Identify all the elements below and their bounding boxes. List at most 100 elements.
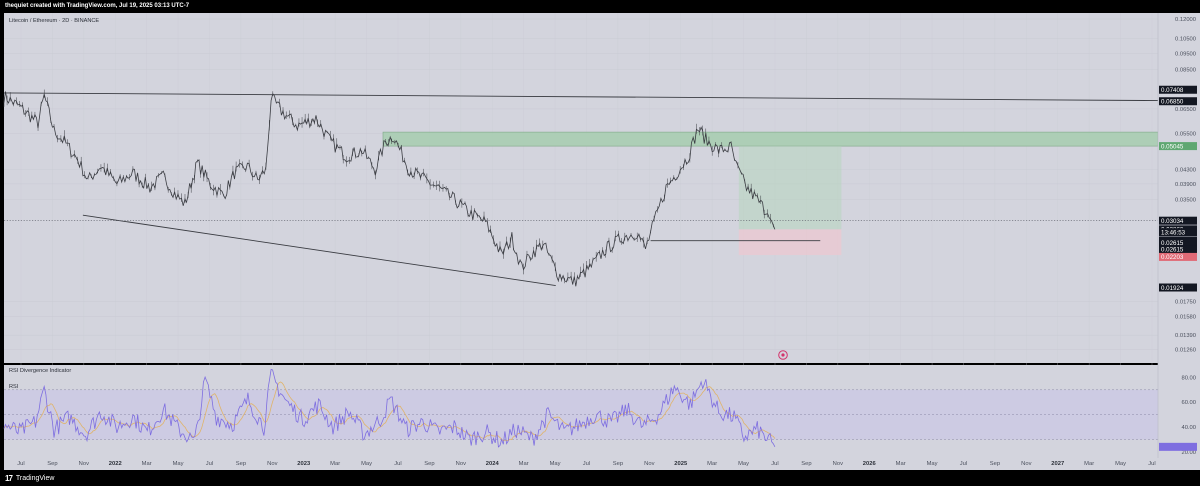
footer-brand: 17 TradingView [5, 474, 54, 483]
price-tick-label: 0.01750 [1175, 299, 1196, 305]
rsi-label: RSI [9, 384, 19, 390]
price-tag [1159, 216, 1197, 225]
long-target-zone[interactable] [738, 146, 842, 230]
price-tag [1159, 85, 1197, 94]
footer-brand-name: TradingView [15, 475, 55, 482]
time-tick-label: Jul [1148, 461, 1155, 467]
price-tick-label: 0.10500 [1175, 37, 1196, 43]
price-tag-label: 0.02203 [1161, 254, 1184, 261]
rsi-tick-label: 60.00 [1181, 400, 1196, 406]
price-tick-label: 0.12000 [1175, 17, 1196, 23]
time-tick-label: Jul [583, 461, 590, 467]
trendlines-layer [3, 92, 1159, 286]
chart-title: Litecoin / Ethereum · 2D · BINANCE [9, 18, 99, 24]
price-tags-layer: 0.074080.068500.050450.030340.0286013:46… [1159, 85, 1197, 292]
price-tick-label: 0.01390 [1175, 333, 1196, 339]
time-tick-label: Mar [896, 461, 906, 467]
time-tick-label: 2026 [863, 461, 877, 467]
price-axis-labels: 0.12000 0.10500 0.09500 0.08500 0.06500 0.055… [1175, 17, 1196, 354]
time-tick-label: Nov [456, 461, 466, 467]
price-tick-label: 0.01260 [1175, 348, 1196, 354]
zones-layer [382, 131, 1159, 256]
price-tick-label: 0.03900 [1175, 182, 1196, 188]
time-tick-label: 2024 [486, 461, 500, 467]
time-tick-label: Sep [801, 461, 811, 467]
time-tick-label: Nov [1021, 461, 1031, 467]
price-tick-label: 0.06500 [1175, 107, 1196, 113]
upper-resistance[interactable] [3, 92, 1159, 102]
time-tick-label: May [927, 461, 938, 467]
long-stop-zone[interactable] [738, 229, 842, 256]
chart-attribution: thequiet created with TradingView.com, J… [5, 3, 190, 9]
rsi-tick-label: 20.00 [1181, 450, 1196, 456]
time-axis[interactable] [4, 458, 1200, 470]
price-series-layer [3, 89, 776, 287]
time-tick-label: Sep [47, 461, 57, 467]
price-tag-label: 0.07408 [1161, 87, 1184, 94]
time-tick-label: May [738, 461, 749, 467]
price-tick-label: 0.01580 [1175, 314, 1196, 320]
rsi-tick-label: 40.00 [1181, 425, 1196, 431]
rsi-line[interactable] [3, 368, 776, 448]
rsi-axis-labels: 20.00 40.00 60.00 80.00 [1159, 375, 1197, 456]
time-tick-label: 2023 [297, 461, 311, 467]
time-tick-label: 2022 [109, 461, 122, 467]
price-tag-label: 0.03034 [1161, 218, 1184, 225]
rsi-layer [3, 368, 1158, 448]
price-tag [1159, 245, 1197, 254]
rsi-tick-label: 80.00 [1181, 375, 1196, 381]
price-series-line[interactable] [3, 91, 776, 287]
time-tick-label: Mar [707, 461, 717, 467]
time-tick-label: Mar [330, 461, 340, 467]
time-tick-label: Jul [206, 461, 213, 467]
rsi-value-tag [1159, 442, 1197, 451]
time-tick-label: Sep [424, 461, 434, 467]
price-tick-label: 0.05500 [1175, 131, 1196, 137]
supply-zone[interactable] [382, 131, 1159, 147]
price-tag-label: 0.01924 [1161, 285, 1184, 292]
time-tick-label: Jul [960, 461, 967, 467]
time-axis-labels: Jul Sep Nov 2022 Mar May Jul Sep Nov 2023 Mar May Ju… [17, 461, 1155, 467]
time-tick-label: Jul [771, 461, 778, 467]
price-tag [1159, 283, 1197, 292]
price-tick-label: 0.04300 [1175, 168, 1196, 174]
time-tick-label: Sep [613, 461, 623, 467]
price-tag [1159, 238, 1197, 247]
time-tick-label: May [1115, 461, 1126, 467]
time-tick-label: Mar [1084, 461, 1094, 467]
price-tag-label: 0.05045 [1161, 143, 1184, 150]
time-tick-label: Sep [236, 461, 246, 467]
price-tag [1159, 252, 1197, 261]
price-tick-label: 0.09500 [1175, 51, 1196, 57]
time-tick-label: 2025 [674, 461, 688, 467]
price-tag-label: 13:46:53 [1161, 230, 1186, 237]
lower-support[interactable] [82, 214, 556, 286]
price-tag-label: 0.02615 [1161, 240, 1184, 247]
main-pane-background [4, 13, 1158, 363]
time-tick-label: Jul [394, 461, 401, 467]
time-tick-label: Nov [79, 461, 89, 467]
time-tick-label: Nov [833, 461, 843, 467]
time-tick-label: May [550, 461, 561, 467]
time-tick-label: Sep [990, 461, 1000, 467]
price-tag-label: 0.02615 [1161, 246, 1184, 253]
time-tick-label: Mar [142, 461, 152, 467]
time-tick-label: Nov [644, 461, 654, 467]
price-tick-label: 0.03500 [1175, 198, 1196, 204]
target-marker-icon[interactable] [778, 350, 788, 360]
price-tag [1159, 228, 1197, 237]
time-tick-label: May [361, 461, 372, 467]
time-tick-label: Nov [267, 461, 277, 467]
price-tag [1159, 142, 1197, 151]
time-tick-label: 2027 [1051, 461, 1064, 467]
time-tick-label: Mar [519, 461, 529, 467]
rsi-indicator-title: RSI Divergence Indicator [9, 368, 71, 374]
tradingview-logo-icon: 17 [5, 474, 13, 483]
price-tag [1159, 97, 1197, 106]
time-tick-label: Jul [17, 461, 24, 467]
time-tick-label: May [173, 461, 184, 467]
price-tag-label: 0.06850 [1161, 99, 1184, 106]
price-tick-label: 0.08500 [1175, 68, 1196, 74]
